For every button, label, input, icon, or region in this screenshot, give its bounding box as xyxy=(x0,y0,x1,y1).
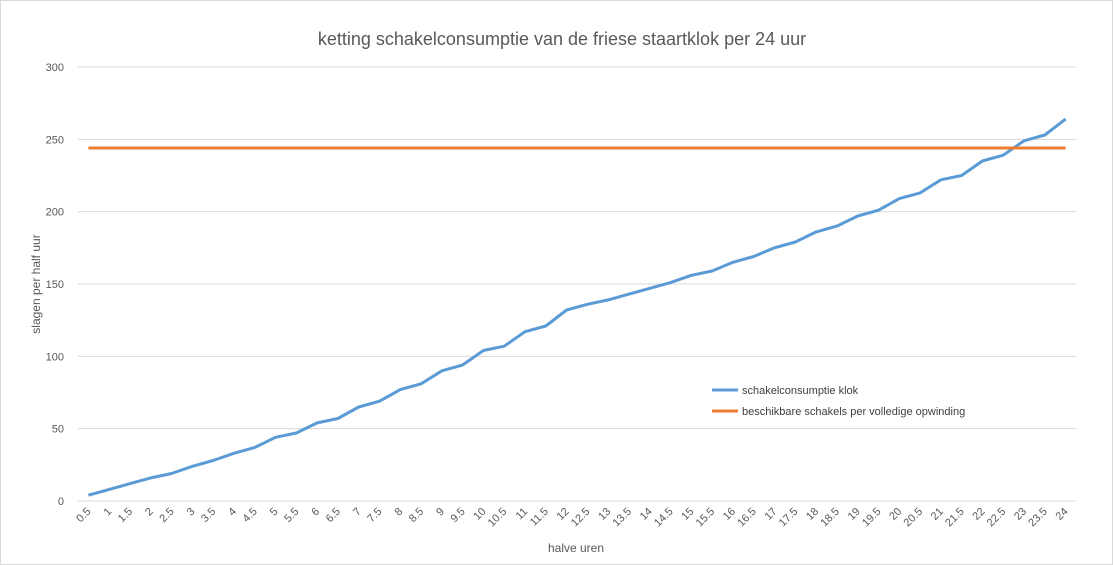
legend-entry: beschikbare schakels per volledige opwin… xyxy=(742,406,965,418)
x-tick-label: 8 xyxy=(393,506,406,519)
x-tick-label: 24 xyxy=(1054,506,1071,523)
x-tick-label: 7.5 xyxy=(365,506,384,525)
x-tick-label: 5 xyxy=(268,506,281,519)
x-tick-label: 18.5 xyxy=(818,506,842,530)
x-tick-label: 4 xyxy=(226,506,239,519)
legend-entry: schakelconsumptie klok xyxy=(742,385,859,397)
x-tick-label: 20.5 xyxy=(902,506,926,530)
x-tick-label: 9.5 xyxy=(448,506,467,525)
y-tick-labels: 0 50 100 150 200 250 300 xyxy=(46,62,64,508)
y-tick-label: 100 xyxy=(46,351,64,363)
y-tick-label: 250 xyxy=(46,134,64,146)
x-tick-label: 16.5 xyxy=(735,506,759,530)
x-tick-label: 3.5 xyxy=(199,506,218,525)
x-tick-label: 19.5 xyxy=(860,506,884,530)
y-tick-label: 150 xyxy=(46,279,64,291)
x-tick-label: 1.5 xyxy=(116,506,135,525)
gridlines xyxy=(78,66,1076,502)
x-tick-label: 15.5 xyxy=(694,506,718,530)
x-tick-label: 12.5 xyxy=(569,506,593,530)
y-axis-title: slagen per half uur xyxy=(29,234,43,333)
x-tick-label: 0.5 xyxy=(74,506,93,525)
x-tick-label: 11.5 xyxy=(528,506,551,529)
x-tick-label: 6.5 xyxy=(324,506,343,525)
x-tick-label: 1 xyxy=(101,506,114,519)
x-tick-label: 13.5 xyxy=(610,506,634,530)
series-line-1 xyxy=(87,117,1067,497)
y-tick-label: 300 xyxy=(46,62,64,74)
series-lines xyxy=(87,117,1067,497)
x-tick-label: 4.5 xyxy=(241,506,260,525)
x-tick-labels: 0.5 1 1.5 2 2.5 3 3.5 4 4.5 5 5.5 6 6.5 7 7.5 8 8.5 9 9.5 1… xyxy=(74,506,1071,530)
x-tick-label: 3 xyxy=(185,506,198,519)
x-tick-label: 6 xyxy=(309,506,322,519)
x-tick-label: 5.5 xyxy=(282,506,301,525)
x-tick-label: 21.5 xyxy=(943,506,967,530)
x-tick-label: 9 xyxy=(434,506,447,519)
x-tick-label: 2.5 xyxy=(157,506,176,525)
y-tick-label: 50 xyxy=(52,424,64,436)
y-tick-label: 0 xyxy=(58,496,64,508)
y-tick-label: 200 xyxy=(46,207,64,219)
x-tick-label: 8.5 xyxy=(407,506,426,525)
x-tick-label: 17.5 xyxy=(777,506,801,530)
x-tick-label: 10.5 xyxy=(486,506,510,530)
x-tick-label: 2 xyxy=(143,506,156,519)
x-tick-label: 14.5 xyxy=(652,506,676,530)
x-tick-label: 7 xyxy=(351,506,364,519)
chart-title: ketting schakelconsumptie van de friese … xyxy=(318,29,806,49)
legend: schakelconsumptie klok beschikbare schake… xyxy=(712,385,965,418)
x-tick-label: 22.5 xyxy=(985,506,1009,530)
x-axis-title: halve uren xyxy=(548,541,604,555)
x-tick-label: 23.5 xyxy=(1026,506,1050,530)
